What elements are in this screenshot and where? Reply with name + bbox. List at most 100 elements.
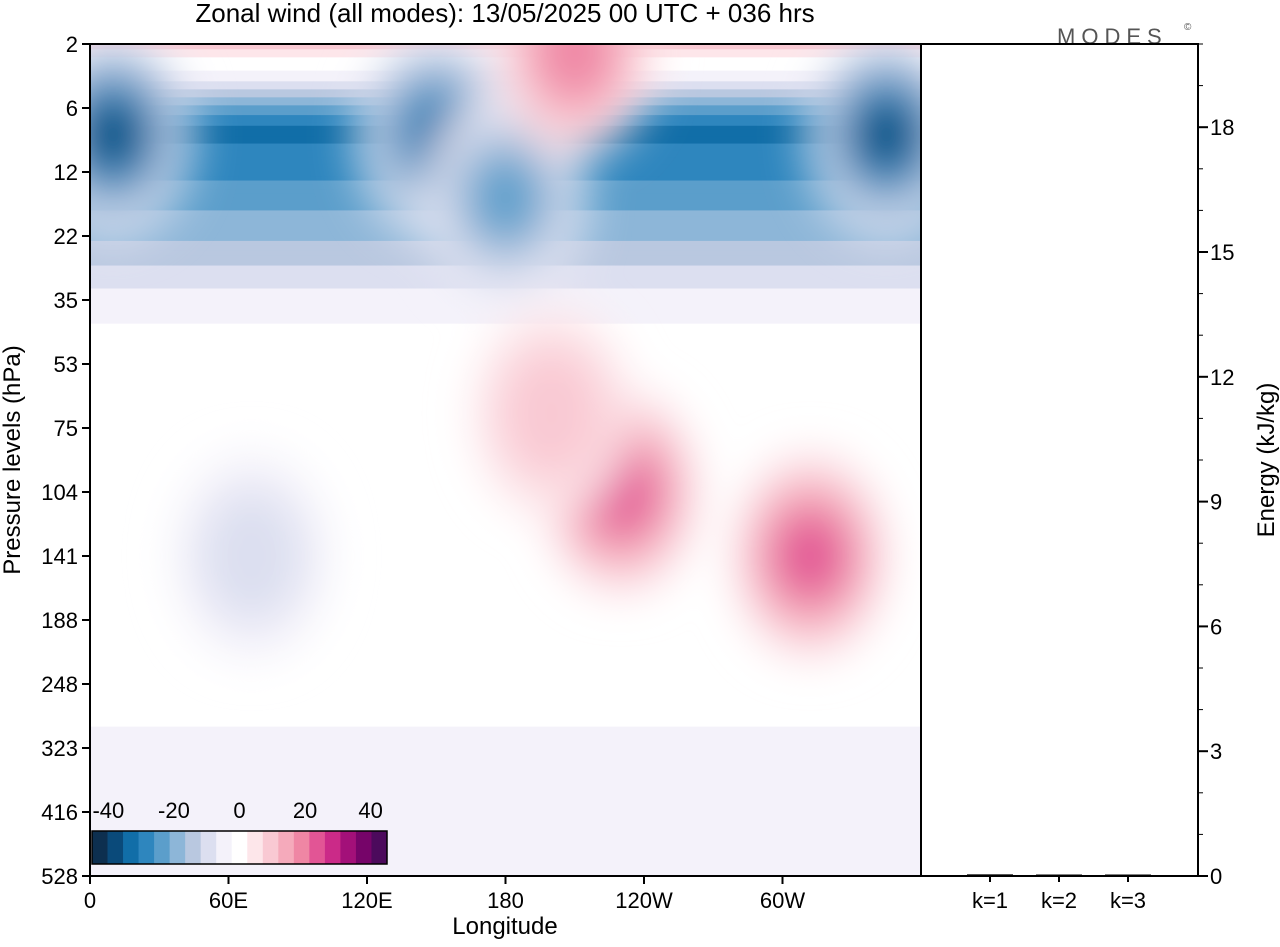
y-tick-label: 248 [41, 672, 78, 697]
energy-category-label: k=2 [1041, 888, 1077, 913]
colorbar-swatch [309, 831, 326, 864]
heatmap-band [90, 545, 921, 557]
heatmap-band [90, 566, 921, 578]
y-tick-label: 75 [54, 416, 78, 441]
energy-bar [1036, 874, 1082, 876]
colorbar-swatch [200, 831, 217, 864]
heatmap-feature [497, 345, 606, 482]
energy-bar [1105, 874, 1151, 876]
heatmap-band [90, 577, 921, 589]
heatmap-band [90, 630, 921, 642]
heatmap-band [90, 662, 921, 674]
colorbar-swatch [107, 831, 124, 864]
colorbar-swatch [278, 831, 295, 864]
x-axis-title: Longitude [452, 913, 557, 940]
heatmap-band [90, 300, 921, 307]
energy-axis-ticks: 0 3 6 9 12 15 18 [1198, 43, 1234, 889]
heatmap-band [90, 790, 921, 802]
x-tick-label: 180 [487, 888, 524, 913]
heatmap-band [90, 323, 921, 331]
y-tick-label: 12 [54, 160, 78, 185]
energy-tick-label: 0 [1210, 864, 1222, 889]
heatmap-band [90, 758, 921, 770]
heatmap-band [90, 556, 921, 568]
y-tick-label: 141 [41, 544, 78, 569]
heatmap-feature [775, 517, 845, 595]
heatmap-band [90, 588, 921, 600]
heatmap-band [90, 652, 921, 664]
heatmap-band [90, 598, 921, 610]
heatmap-band [90, 822, 921, 834]
colorbar-tick-label: -40 [92, 798, 124, 823]
y-tick-label: 6 [66, 96, 78, 121]
colorbar-swatch [340, 831, 357, 864]
y-tick-label: 22 [54, 224, 78, 249]
y-tick-label: 323 [41, 736, 78, 761]
colorbar-swatch [138, 831, 155, 864]
energy-category-label: k=3 [1110, 888, 1146, 913]
y-tick-label: 104 [41, 480, 78, 505]
energy-tick-label: 18 [1210, 115, 1234, 140]
heatmap-band [90, 726, 921, 738]
heatmap-feature [857, 104, 915, 165]
energy-category-label: k=1 [972, 888, 1008, 913]
y-tick-label: 2 [66, 32, 78, 57]
energy-bars [967, 874, 1151, 876]
y-axis-title: Pressure levels (hPa) [0, 345, 26, 574]
heatmap-features [90, 44, 921, 660]
energy-tick-label: 6 [1210, 614, 1222, 639]
colorbar-swatch [154, 831, 171, 864]
x-axis-ticks: 0 60E 120E 180 120W 60W [84, 876, 805, 913]
colorbar-tick-label: 40 [358, 798, 382, 823]
heatmap-band [90, 641, 921, 653]
colorbar-swatch [231, 831, 248, 864]
heatmap-band [90, 716, 921, 728]
colorbar-swatch [247, 831, 264, 864]
heatmap-band [90, 854, 921, 866]
colorbar-swatch [216, 831, 233, 864]
colorbar [92, 831, 388, 864]
colorbar-tick-label: 0 [233, 798, 245, 823]
heatmap-band [90, 305, 921, 313]
x-tick-label: 120W [615, 888, 673, 913]
heatmap-band [90, 812, 921, 824]
heatmap-band [90, 524, 921, 536]
heatmap-band [90, 620, 921, 632]
heatmap-band [90, 769, 921, 781]
heatmap-band [90, 684, 921, 696]
heatmap-band [90, 844, 921, 856]
colorbar-tick-label: 20 [293, 798, 317, 823]
colorbar-swatch [123, 831, 139, 864]
heatmap-feature [90, 104, 142, 165]
heatmap-feature [197, 488, 306, 624]
heatmap-band [90, 694, 921, 706]
energy-panel-frame [920, 43, 1199, 877]
y-tick-label: 188 [41, 608, 78, 633]
heatmap-band [90, 780, 921, 792]
heatmap-band [90, 609, 921, 621]
energy-category-labels: k=1 k=2 k=3 [972, 876, 1146, 913]
heatmap-band [90, 492, 921, 504]
y-tick-label: 528 [41, 864, 78, 889]
heatmap-band [90, 801, 921, 813]
colorbar-swatch [324, 831, 341, 864]
heatmap-plot [90, 44, 921, 876]
colorbar-labels: -40 -20 0 20 40 [92, 798, 382, 823]
y-axis-ticks: 2 6 12 22 35 53 75 104 141 188 248 323 416 528 [41, 32, 90, 889]
heatmap-band [90, 705, 921, 717]
heatmap-band [90, 865, 921, 876]
colorbar-frame [91, 830, 388, 865]
colorbar-swatch [371, 831, 388, 864]
heatmap-band [90, 502, 921, 514]
energy-tick-label: 3 [1210, 739, 1222, 764]
x-tick-label: 0 [84, 888, 96, 913]
x-tick-label: 60W [760, 888, 805, 913]
colorbar-swatch [262, 831, 279, 864]
colorbar-swatch [169, 831, 186, 864]
colorbar-swatch [185, 831, 202, 864]
x-tick-label: 60E [209, 888, 248, 913]
brand-mark: © [1184, 22, 1192, 33]
energy-tick-label: 9 [1210, 490, 1222, 515]
